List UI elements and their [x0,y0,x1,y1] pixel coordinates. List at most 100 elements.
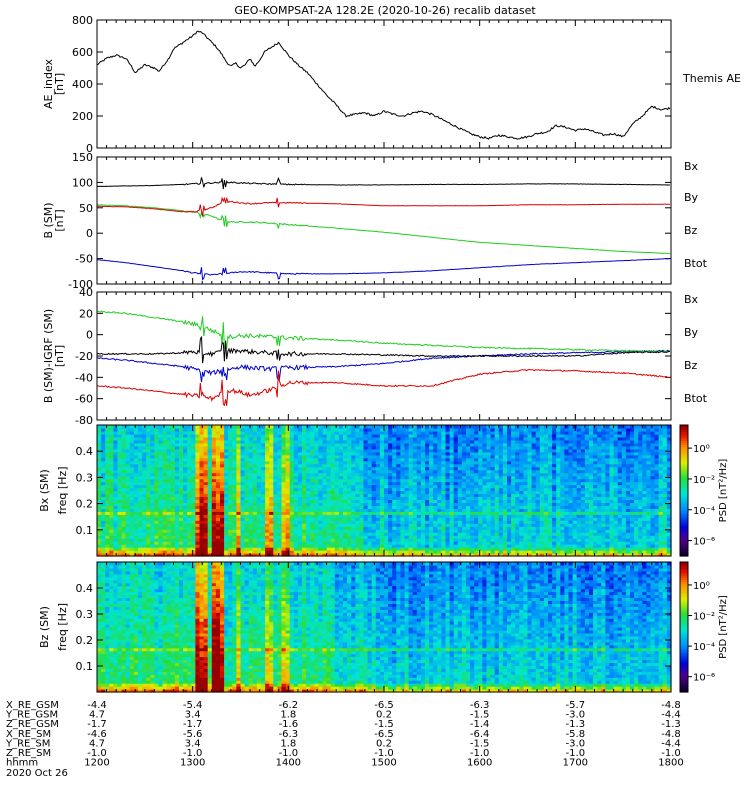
y-axis-unit-2: [nT] [53,345,66,367]
xrow-value-3-5: -5.8 [566,729,586,740]
panel-frame-2 [96,291,672,421]
xrow-value-2-5: -1.3 [566,719,586,730]
y-tick-label-2-3: -20 [75,350,93,363]
xrow-value-6-4: 1600 [467,758,492,769]
xrow-label-z-re-gsm: Z_RE_GSM [6,719,59,730]
xrow-value-4-0: 4.7 [89,738,105,749]
xrow-value-0-0: -4.4 [87,700,107,711]
colorbar-tick-label-3-1: 10⁻² [693,475,715,486]
xrow-value-6-1: 1300 [180,758,205,769]
xrow-value-4-4: -1.5 [470,738,490,749]
y-axis-label-2: B (SM)-IGRF (SM) [42,309,55,403]
spectrogram-bx_spectrogram [97,425,672,557]
y-tick-label-3-1: 0.2 [76,498,94,511]
y-axis-label-3: Bx (SM) [38,469,51,512]
y-tick-label-0-4: 800 [72,14,93,27]
xrow-value-2-6: -1.3 [661,719,681,730]
colorbar-bz_spectrogram [680,562,688,693]
xrow-value-1-3: 0.2 [376,710,392,721]
y-tick-label-1-1: -50 [75,253,93,266]
xrow-value-2-4: -1.4 [470,719,490,730]
colorbar-tick-label-3-3: 10⁻⁶ [693,537,715,548]
xrow-value-5-0: -1.0 [87,748,107,759]
xrow-value-0-4: -6.3 [470,700,490,711]
xrow-value-6-6: 1800 [658,758,683,769]
xrow-value-4-2: 1.8 [280,738,296,749]
y-axis-label-4: Bz (SM) [38,606,51,648]
y-tick-label-2-6: 40 [79,286,93,299]
y-tick-label-3-3: 0.4 [76,445,94,458]
colorbar-label-4: PSD [nT²/Hz] [718,595,729,659]
legend-b_sm-bx: Bx [684,160,699,173]
xrow-value-1-6: -4.4 [661,710,681,721]
legend-b_sm-by: By [684,191,699,204]
y-tick-label-0-3: 600 [72,46,93,59]
series-b_minus_igrf-bz [97,368,670,407]
figure-title: GEO-KOMPSAT-2A 128.2E (2020-10-26) recal… [234,4,536,17]
legend-b_minus_igrf-by: By [684,326,699,339]
legend-b_minus_igrf-bz: Bz [684,359,698,372]
y-tick-label-4-3: 0.4 [76,582,94,595]
legend-b_sm-bz: Bz [684,224,698,237]
xrow-value-3-4: -6.4 [470,729,490,740]
series-b_minus_igrf-btot [97,336,670,364]
xrow-value-4-3: 0.2 [376,738,392,749]
xrow-value-1-5: -3.0 [566,710,586,721]
xrow-value-5-5: -1.0 [566,748,586,759]
xrow-value-5-2: -1.0 [279,748,299,759]
y-tick-label-1-2: 0 [86,227,93,240]
xrow-label-x-re-gsm: X_RE_GSM [6,700,59,711]
series-ae_index-themis ae [97,30,671,140]
colorbar-tick-label-4-3: 10⁻⁶ [693,673,715,684]
xrow-label-x-re-sm: X_RE_SM [6,729,51,740]
xrow-value-1-1: 3.4 [185,710,201,721]
xrow-value-0-2: -6.2 [279,700,299,711]
y-tick-label-4-1: 0.2 [76,634,94,647]
y-axis-label-0: AE_index [42,58,55,109]
y-tick-label-0-0: 0 [86,142,93,155]
xrow-value-3-6: -4.8 [661,729,681,740]
series-b_sm-bz [97,196,670,217]
colorbar-tick-label-4-0: 10⁰ [693,581,710,592]
xrow-value-6-5: 1700 [563,758,588,769]
colorbar-tick-label-3-0: 10⁰ [693,444,710,455]
xrow-label-z-re-sm: Z_RE_SM [6,748,51,759]
y-tick-label-1-4: 100 [72,176,93,189]
xrow-value-1-2: 1.8 [280,710,296,721]
y-tick-label-2-4: 0 [86,329,93,342]
xrow-value-3-1: -5.6 [183,729,203,740]
colorbar-label-3: PSD [nT²/Hz] [718,459,729,523]
xrow-value-1-0: 4.7 [89,710,105,721]
legend-b_minus_igrf-btot: Btot [684,392,708,405]
xrow-value-6-0: 1200 [84,758,109,769]
xrow-value-5-1: -1.0 [183,748,203,759]
legend-ae_index-themis ae: Themis AE [682,72,741,85]
series-b_sm-bx [97,258,670,281]
colorbar-frame-4 [679,561,689,693]
spectrogram-bz_spectrogram [97,562,672,693]
xrow-label-y-re-sm: Y_RE_SM [5,738,50,749]
panel-frame-1 [96,156,672,285]
legend-b_sm-btot: Btot [684,257,708,270]
xrow-value-0-3: -6.5 [374,700,394,711]
colorbar-tick-label-4-2: 10⁻⁴ [693,642,715,653]
date-label: 2020 Oct 26 [6,768,68,779]
legend-b_minus_igrf-bx: Bx [684,293,699,306]
xrow-value-1-4: -1.5 [470,710,490,721]
y-tick-label-0-1: 200 [72,110,93,123]
y-tick-label-2-0: -80 [75,414,93,427]
y-axis-unit-1: [nT] [53,209,66,231]
y-axis-label-1: B (SM) [42,202,55,238]
series-b_minus_igrf-bx [97,349,671,383]
xrow-value-6-2: 1400 [276,758,301,769]
y-tick-label-2-2: -40 [75,371,93,384]
colorbar-bx_spectrogram [680,425,688,557]
colorbar-frame-3 [679,424,689,557]
y-axis-unit-3: freq [Hz] [56,466,69,514]
series-b_minus_igrf-by [97,310,670,353]
xrow-value-5-4: -1.0 [470,748,490,759]
y-tick-label-0-2: 400 [72,78,93,91]
y-tick-label-4-2: 0.3 [76,608,94,621]
xrow-value-2-0: -1.7 [87,719,107,730]
